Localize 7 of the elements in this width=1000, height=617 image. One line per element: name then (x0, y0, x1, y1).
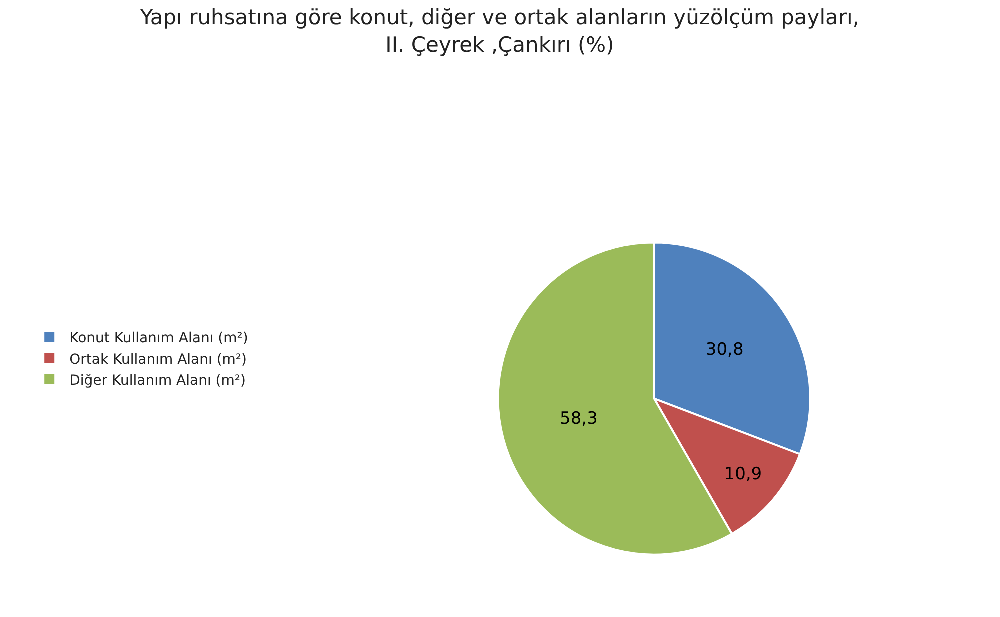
data-label: 58,3 (560, 408, 598, 429)
data-label: 10,9 (724, 464, 762, 485)
legend-label: Ortak Kullanım Alanı (m²) (70, 352, 248, 368)
legend-label: Diğer Kullanım Alanı (m²) (70, 372, 246, 389)
legend-label: Konut Kullanım Alanı (m²) (70, 330, 248, 347)
data-label: 30,8 (706, 340, 744, 360)
chart-title: Yapı ruhsatına göre konut, diğer ve ortak alanların yüzölçüm payları, II. Çeyrek ,Çankırı (%) (139, 6, 860, 57)
